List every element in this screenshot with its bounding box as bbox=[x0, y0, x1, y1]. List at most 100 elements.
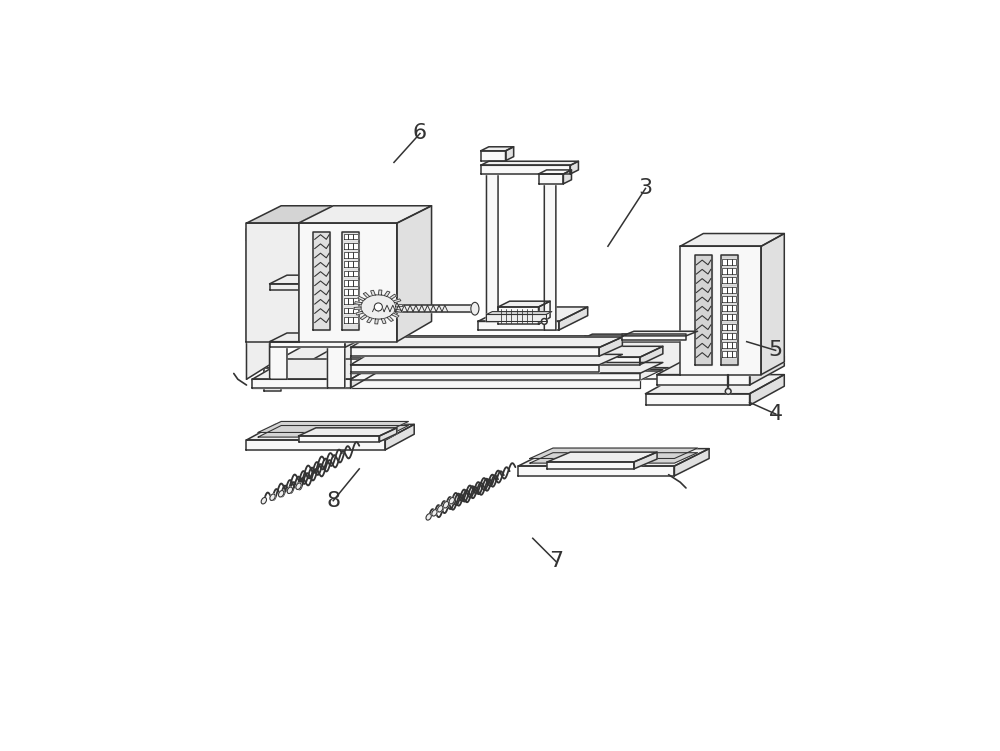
Polygon shape bbox=[353, 308, 358, 313]
Polygon shape bbox=[353, 243, 358, 249]
Polygon shape bbox=[252, 381, 640, 388]
Polygon shape bbox=[353, 270, 358, 276]
Polygon shape bbox=[570, 161, 578, 174]
Polygon shape bbox=[698, 336, 755, 379]
Polygon shape bbox=[270, 258, 287, 379]
Ellipse shape bbox=[261, 497, 266, 504]
Ellipse shape bbox=[432, 510, 437, 516]
Polygon shape bbox=[559, 307, 588, 330]
Polygon shape bbox=[722, 305, 727, 311]
Polygon shape bbox=[353, 280, 358, 285]
Polygon shape bbox=[351, 373, 640, 381]
Polygon shape bbox=[387, 316, 393, 321]
Polygon shape bbox=[351, 365, 599, 372]
Circle shape bbox=[374, 303, 382, 311]
Polygon shape bbox=[345, 275, 362, 290]
Polygon shape bbox=[732, 305, 736, 311]
Text: 8: 8 bbox=[326, 490, 340, 511]
Polygon shape bbox=[348, 289, 353, 295]
Polygon shape bbox=[299, 428, 397, 436]
Polygon shape bbox=[348, 308, 353, 313]
Polygon shape bbox=[351, 337, 622, 348]
Polygon shape bbox=[498, 301, 550, 307]
Polygon shape bbox=[727, 324, 732, 330]
Polygon shape bbox=[722, 277, 727, 283]
Polygon shape bbox=[732, 277, 736, 283]
Text: 7: 7 bbox=[549, 551, 563, 572]
Polygon shape bbox=[530, 453, 698, 463]
Polygon shape bbox=[544, 174, 556, 330]
Text: 6: 6 bbox=[413, 123, 427, 143]
Text: 4: 4 bbox=[769, 404, 783, 424]
Polygon shape bbox=[385, 424, 414, 450]
Polygon shape bbox=[727, 287, 732, 292]
Polygon shape bbox=[353, 252, 358, 258]
Polygon shape bbox=[397, 206, 432, 342]
Polygon shape bbox=[252, 379, 351, 388]
Polygon shape bbox=[640, 346, 663, 365]
Polygon shape bbox=[722, 342, 727, 348]
Polygon shape bbox=[680, 234, 784, 246]
Polygon shape bbox=[481, 165, 570, 174]
Polygon shape bbox=[539, 174, 563, 184]
Polygon shape bbox=[722, 333, 727, 339]
Polygon shape bbox=[622, 331, 698, 336]
Polygon shape bbox=[732, 351, 736, 357]
Polygon shape bbox=[258, 426, 408, 437]
Polygon shape bbox=[327, 267, 356, 281]
Polygon shape bbox=[732, 287, 736, 292]
Polygon shape bbox=[363, 292, 370, 297]
Polygon shape bbox=[722, 324, 727, 330]
Polygon shape bbox=[727, 315, 732, 320]
Ellipse shape bbox=[426, 514, 431, 520]
Ellipse shape bbox=[449, 497, 454, 504]
Polygon shape bbox=[721, 255, 738, 365]
Polygon shape bbox=[361, 295, 396, 319]
Polygon shape bbox=[727, 277, 732, 283]
Polygon shape bbox=[270, 333, 362, 342]
Polygon shape bbox=[344, 261, 348, 267]
Polygon shape bbox=[299, 436, 379, 442]
Polygon shape bbox=[732, 315, 736, 320]
Text: 3: 3 bbox=[638, 179, 653, 198]
Polygon shape bbox=[486, 151, 498, 321]
Polygon shape bbox=[478, 321, 559, 330]
Polygon shape bbox=[486, 312, 552, 315]
Polygon shape bbox=[348, 270, 353, 276]
Polygon shape bbox=[348, 298, 353, 304]
Polygon shape bbox=[727, 333, 732, 339]
Polygon shape bbox=[327, 273, 345, 388]
Polygon shape bbox=[547, 452, 657, 462]
Polygon shape bbox=[539, 301, 550, 324]
Polygon shape bbox=[264, 336, 755, 368]
Polygon shape bbox=[646, 375, 784, 394]
Polygon shape bbox=[371, 305, 475, 312]
Polygon shape bbox=[547, 462, 634, 469]
Polygon shape bbox=[585, 336, 683, 342]
Ellipse shape bbox=[279, 490, 284, 497]
Polygon shape bbox=[270, 284, 345, 290]
Polygon shape bbox=[478, 307, 588, 321]
Polygon shape bbox=[344, 308, 348, 313]
Polygon shape bbox=[486, 148, 507, 159]
Polygon shape bbox=[348, 252, 353, 258]
Polygon shape bbox=[695, 255, 712, 365]
Polygon shape bbox=[722, 315, 727, 320]
Polygon shape bbox=[351, 348, 599, 356]
Polygon shape bbox=[680, 246, 761, 375]
Polygon shape bbox=[246, 440, 385, 450]
Polygon shape bbox=[246, 424, 414, 440]
Polygon shape bbox=[299, 223, 397, 342]
Polygon shape bbox=[727, 259, 732, 265]
Polygon shape bbox=[395, 309, 402, 312]
Polygon shape bbox=[722, 296, 727, 302]
Polygon shape bbox=[344, 298, 348, 304]
Polygon shape bbox=[344, 243, 348, 249]
Polygon shape bbox=[506, 146, 514, 161]
Ellipse shape bbox=[438, 505, 443, 512]
Polygon shape bbox=[486, 315, 546, 321]
Polygon shape bbox=[732, 342, 736, 348]
Polygon shape bbox=[722, 268, 727, 274]
Ellipse shape bbox=[287, 487, 293, 493]
Polygon shape bbox=[727, 268, 732, 274]
